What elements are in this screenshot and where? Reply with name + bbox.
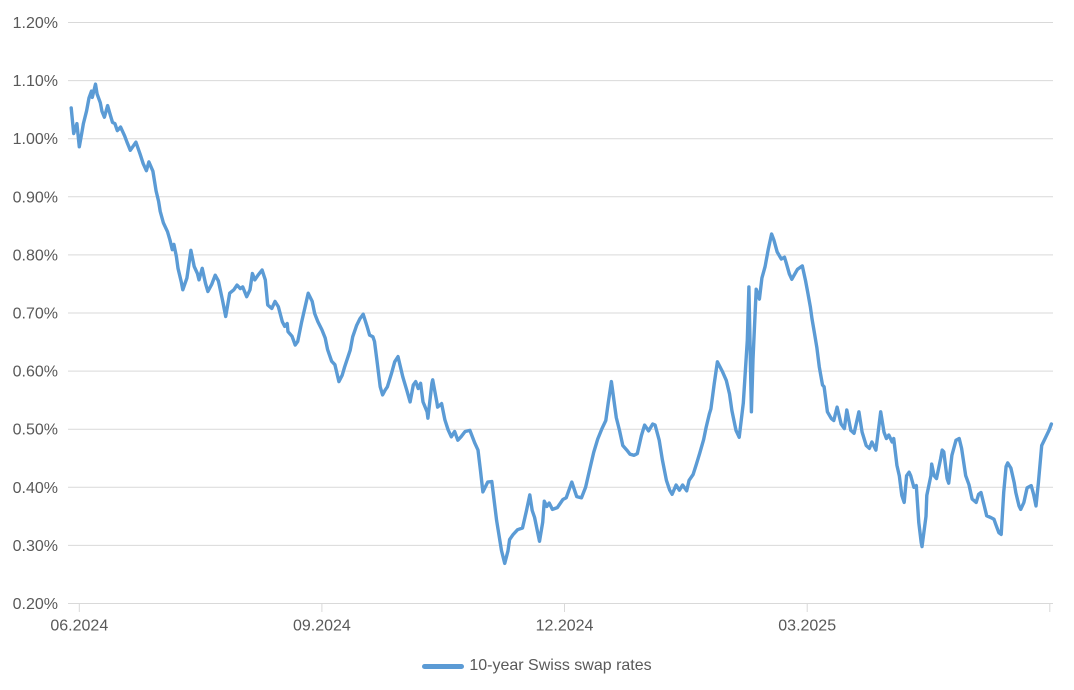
legend: 10-year Swiss swap rates [0,657,1074,675]
y-tick-label: 0.70% [13,306,58,323]
legend-line-swatch [422,663,465,669]
x-tick-label: 09.2024 [293,618,351,635]
y-tick-label: 0.40% [13,480,58,497]
y-tick-label: 0.60% [13,364,58,381]
series-line-10y-swiss-swap-rates [69,82,1054,566]
legend-label: 10-year Swiss swap rates [469,657,652,674]
x-tick-label: 12.2024 [536,618,594,635]
x-tick-label: 06.2024 [50,618,108,635]
y-tick-label: 0.90% [13,189,58,206]
y-tick-label: 1.10% [13,73,58,90]
y-tick-label: 0.80% [13,247,58,264]
x-tick-label: 03.2025 [778,618,836,635]
chart-svg: 0.20% 0.30% 0.40% 0.50% 0.60% 0.70% 0.80% 0.90%… [13,15,1054,635]
y-tick-label: 1.20% [13,15,58,32]
y-tick-label: 0.30% [13,538,58,555]
y-tick-label: 0.50% [13,422,58,439]
y-tick-label: 1.00% [13,131,58,148]
y-tick-label: 0.20% [13,596,58,613]
